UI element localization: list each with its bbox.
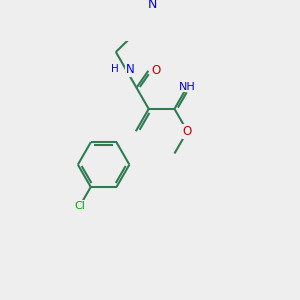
Text: H: H (111, 64, 119, 74)
Text: N: N (148, 0, 157, 11)
Text: Cl: Cl (74, 201, 85, 211)
Text: O: O (152, 64, 160, 77)
Text: O: O (183, 125, 192, 138)
Text: N: N (126, 63, 135, 76)
Text: NH: NH (179, 82, 196, 92)
